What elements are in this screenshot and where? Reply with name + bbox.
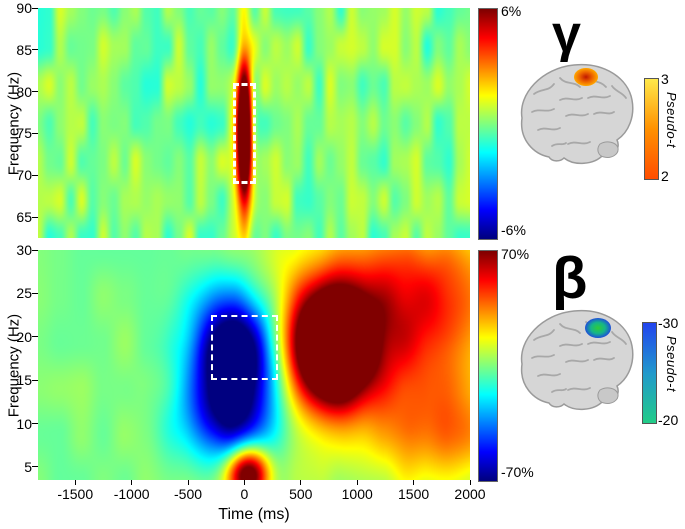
y-tick-mark: [32, 91, 38, 93]
gamma-pseudo-t-max: 3: [661, 71, 669, 87]
beta-band-symbol: β: [552, 246, 588, 311]
beta-spectrogram: [38, 250, 470, 480]
gamma-pseudo-t-label: Pseudo-t: [664, 92, 679, 149]
x-tick-mark: [300, 480, 302, 485]
x-tick-label: 1500: [398, 486, 430, 502]
gamma-brain-render: [520, 63, 634, 164]
beta-pseudo-t-label: Pseudo-t: [664, 336, 679, 393]
gamma-band-symbol: γ: [552, 5, 581, 63]
cerebellum-shape: [597, 141, 619, 158]
cerebellum-shape: [597, 387, 619, 404]
x-tick-mark: [243, 480, 245, 485]
x-axis-label: Time (ms): [218, 506, 290, 523]
y-tick-mark: [32, 466, 38, 468]
gamma-pseudo-t-colorbar: [644, 78, 659, 180]
y-tick-label: 15: [16, 372, 32, 389]
beta-roi-box: [210, 315, 279, 381]
x-tick-label: 1000: [341, 486, 373, 502]
x-tick-mark: [469, 480, 471, 485]
beta-pseudo-t-max: -30: [658, 315, 679, 331]
x-tick-mark: [131, 480, 133, 485]
beta-colorbar-max-label: 70%: [501, 246, 530, 262]
beta-pseudo-t-colorbar: [642, 322, 657, 424]
x-tick-label: -500: [174, 486, 203, 502]
gamma-colorbar: [478, 8, 498, 240]
y-tick-label: 65: [16, 209, 32, 226]
x-tick-label: -1000: [113, 486, 150, 502]
y-tick-label: 75: [16, 125, 32, 142]
y-tick-label: 80: [16, 83, 32, 100]
y-tick-label: 30: [16, 242, 32, 258]
sulci-lines: [531, 321, 627, 393]
gamma-pseudo-t-min: 2: [661, 168, 669, 184]
y-tick-label: 90: [16, 0, 32, 16]
y-tick-label: 5: [24, 458, 32, 475]
beta-colorbar-min-label: -70%: [501, 464, 534, 480]
brain-outline: [520, 63, 634, 164]
y-tick-mark: [32, 423, 38, 425]
beta-pseudo-t-min: -20: [658, 412, 679, 428]
y-tick-label: 25: [16, 285, 32, 302]
x-tick-mark: [187, 480, 189, 485]
y-tick-mark: [32, 216, 38, 218]
x-tick-mark: [356, 480, 358, 485]
x-tick-mark: [413, 480, 415, 485]
y-tick-label: 85: [16, 41, 32, 58]
y-tick-label: 20: [16, 328, 32, 345]
beta-colorbar: [478, 250, 498, 482]
beta-y-axis-label: Frequency (Hz): [5, 313, 23, 418]
y-tick-mark: [32, 379, 38, 381]
y-tick-mark: [32, 132, 38, 134]
y-tick-mark: [32, 249, 38, 251]
gamma-roi-box: [233, 83, 256, 184]
y-tick-label: 10: [16, 415, 32, 432]
y-tick-mark: [32, 49, 38, 51]
y-tick-mark: [32, 174, 38, 176]
x-tick-label: 2000: [454, 486, 486, 502]
x-tick-mark: [74, 480, 76, 485]
y-tick-mark: [32, 292, 38, 294]
x-tick-label: 500: [289, 486, 313, 502]
y-tick-mark: [32, 336, 38, 338]
gamma-activation-spot: [574, 68, 598, 86]
gamma-colorbar-min-label: -6%: [501, 222, 526, 238]
x-tick-label: 0: [240, 486, 249, 502]
beta-brain-render: [520, 309, 634, 410]
gamma-colorbar-max-label: 6%: [501, 3, 522, 19]
beta-activation-spot: [585, 318, 611, 338]
y-tick-mark: [32, 7, 38, 9]
y-tick-label: 70: [16, 167, 32, 184]
x-tick-label: -1500: [57, 486, 94, 502]
